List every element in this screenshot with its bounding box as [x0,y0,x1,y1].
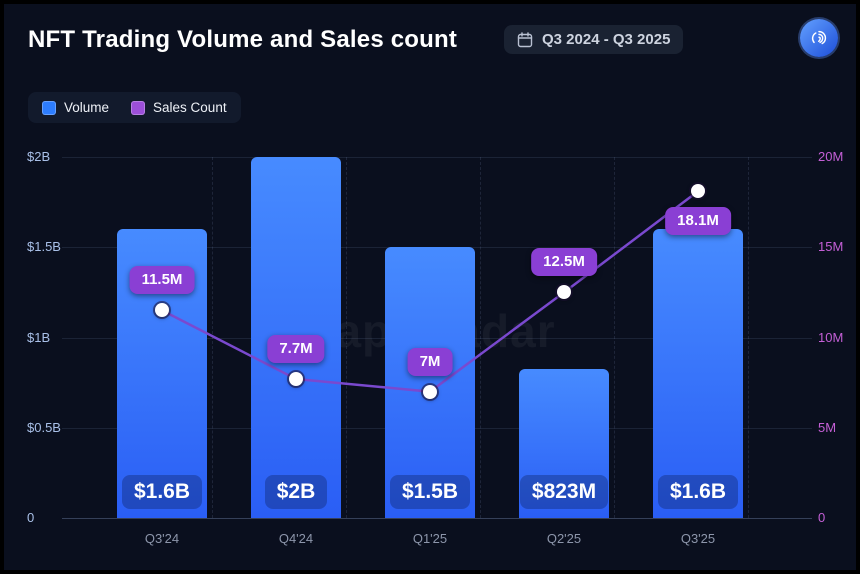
gridline-vertical [212,157,213,518]
volume-swatch-icon [42,100,56,115]
chart-legend: Volume Sales Count [28,92,241,123]
sales-count-badge: 12.5M [531,248,597,277]
right-axis-tick: 10M [818,329,844,345]
gridline-horizontal [62,518,812,519]
volume-value-label: $1.6B [121,474,203,509]
sales-count-point[interactable] [289,372,303,386]
chart-plot-area: $2B 20M $1.5B 15M $1B 10M $0.5B 5M 0 0 $1.6B Q3'24 $… [4,4,856,570]
left-axis-tick: $0.5B [27,419,61,435]
legend-label-sales-count: Sales Count [153,100,227,115]
volume-value-label: $823M [519,474,609,509]
left-axis-tick: $1.5B [27,239,61,255]
sales-count-badge: 7M [407,347,453,376]
left-axis-tick: 0 [27,510,35,525]
x-axis-label: Q3'24 [144,531,180,546]
legend-label-volume: Volume [64,100,110,115]
sales-count-badge: 18.1M [665,207,731,236]
calendar-icon [517,31,533,48]
legend-item-sales-count[interactable]: Sales Count [131,100,227,115]
gridline-vertical [346,157,347,518]
x-axis-label: Q4'24 [278,531,314,546]
chart-panel: NFT Trading Volume and Sales count Q3 20… [4,4,856,570]
volume-value-label: $2B [264,475,328,509]
volume-bar[interactable]: $823M [519,369,609,518]
page-title: NFT Trading Volume and Sales count [28,26,458,53]
sales-count-swatch-icon [131,100,146,115]
right-axis-tick: 15M [818,239,844,255]
sales-count-point[interactable] [557,285,571,300]
x-axis-label: Q2'25 [546,531,582,546]
volume-value-label: $1.6B [657,474,739,509]
x-axis-label: Q1'25 [412,531,448,546]
sales-count-badge: 7.7M [267,335,325,363]
right-axis-tick: 0 [818,510,826,525]
gridline-vertical [480,157,481,518]
x-axis-label: Q3'25 [680,531,716,546]
right-axis-tick: 5M [818,419,837,435]
volume-value-label: $1.5B [389,475,471,509]
gridline-vertical [614,157,615,518]
date-range-badge: Q3 2024 - Q3 2025 [504,25,684,54]
dappradar-logo-icon [800,19,838,57]
legend-item-volume[interactable]: Volume [42,100,109,115]
right-axis-tick: 20M [818,149,844,164]
volume-bar[interactable]: $1.6B [653,229,743,518]
gridline-vertical [748,157,749,518]
volume-bar[interactable]: $1.5B [385,247,475,518]
sales-count-badge: 11.5M [129,266,195,295]
gridline-horizontal [62,157,812,158]
sales-count-point[interactable] [423,384,437,399]
date-range-label: Q3 2024 - Q3 2025 [542,31,671,48]
sales-count-point[interactable] [691,184,705,199]
left-axis-tick: $2B [27,149,51,164]
left-axis-tick: $1B [27,329,51,345]
